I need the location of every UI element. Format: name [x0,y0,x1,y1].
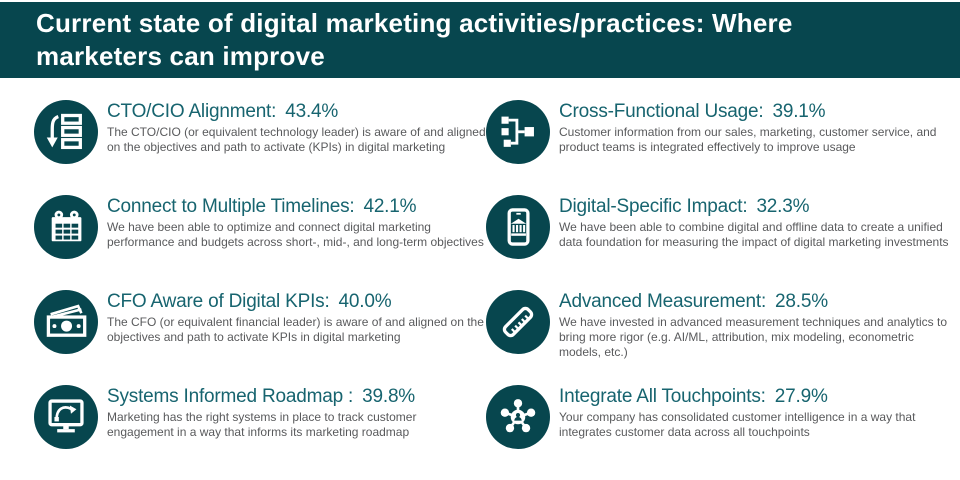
metric-title: CFO Aware of Digital KPIs: 40.0% [107,291,486,313]
org-chart-icon [486,100,550,164]
metric-title: Systems Informed Roadmap : 39.8% [107,386,486,408]
page-title-line2: marketers can improve [36,41,325,71]
metric-description: We have invested in advanced measurement… [559,315,948,359]
metric-card-cfo-aware-digital-kpis: CFO Aware of Digital KPIs: 40.0% The CFO … [34,290,486,385]
money-bills-icon [34,290,98,354]
metric-value: 27.9% [774,386,828,407]
metric-description: We have been able to optimize and connec… [107,220,484,249]
metric-value: 39.8% [362,386,415,407]
metric-card-connect-multiple-timelines: Connect to Multiple Timelines: 42.1% We h… [34,195,486,290]
metric-card-cross-functional-usage: Cross-Functional Usage: 39.1% Customer in… [486,100,954,195]
metric-card-cto-cio-alignment: CTO/CIO Alignment: 43.4% The CTO/CIO (or … [34,100,486,195]
metric-title: Connect to Multiple Timelines: 42.1% [107,196,486,218]
metric-value: 42.1% [363,196,417,217]
metric-card-digital-specific-impact: Digital-Specific Impact: 32.3% We have be… [486,195,954,290]
metric-value: 28.5% [775,291,828,312]
monitor-bezier-icon [34,385,98,449]
network-hub-icon [486,385,550,449]
metric-description: Marketing has the right systems in place… [107,410,417,439]
page-title: Current state of digital marketing activ… [36,8,793,38]
metric-card-advanced-measurement: Advanced Measurement: 28.5% We have inves… [486,290,954,385]
metric-value: 40.0% [338,291,392,312]
metric-value: 32.3% [756,196,810,217]
ruler-icon [486,290,550,354]
metric-label: Integrate All Touchpoints: [559,386,766,407]
metric-description: We have been able to combine digital and… [559,220,949,249]
calendar-icon [34,195,98,259]
metric-title: Digital-Specific Impact: 32.3% [559,196,954,218]
mobile-bank-icon [486,195,550,259]
metric-label: Cross-Functional Usage: [559,101,764,122]
metric-label: CFO Aware of Digital KPIs: [107,291,330,312]
task-list-arrow-icon [34,100,98,164]
metric-label: CTO/CIO Alignment: [107,101,277,122]
metric-value: 43.4% [285,101,339,122]
metric-card-integrate-all-touchpoints: Integrate All Touchpoints: 27.9% Your com… [486,385,954,480]
metric-label: Advanced Measurement: [559,291,767,312]
metric-title: Cross-Functional Usage: 39.1% [559,101,954,123]
header-banner: Current state of digital marketing activ… [0,2,960,78]
metric-label: Connect to Multiple Timelines: [107,196,355,217]
metric-title: Integrate All Touchpoints: 27.9% [559,386,954,408]
metrics-grid: CTO/CIO Alignment: 43.4% The CTO/CIO (or … [34,100,954,480]
metric-description: The CTO/CIO (or equivalent technology le… [107,125,486,154]
metric-card-systems-informed-roadmap: Systems Informed Roadmap : 39.8% Marketin… [34,385,486,480]
metric-title: CTO/CIO Alignment: 43.4% [107,101,486,123]
metric-label: Digital-Specific Impact: [559,196,748,217]
metric-title: Advanced Measurement: 28.5% [559,291,954,313]
metric-value: 39.1% [772,101,826,122]
metric-label: Systems Informed Roadmap : [107,386,354,407]
metric-description: The CFO (or equivalent financial leader)… [107,315,484,344]
metric-description: Your company has consolidated customer i… [559,410,916,439]
metric-description: Customer information from our sales, mar… [559,125,937,154]
